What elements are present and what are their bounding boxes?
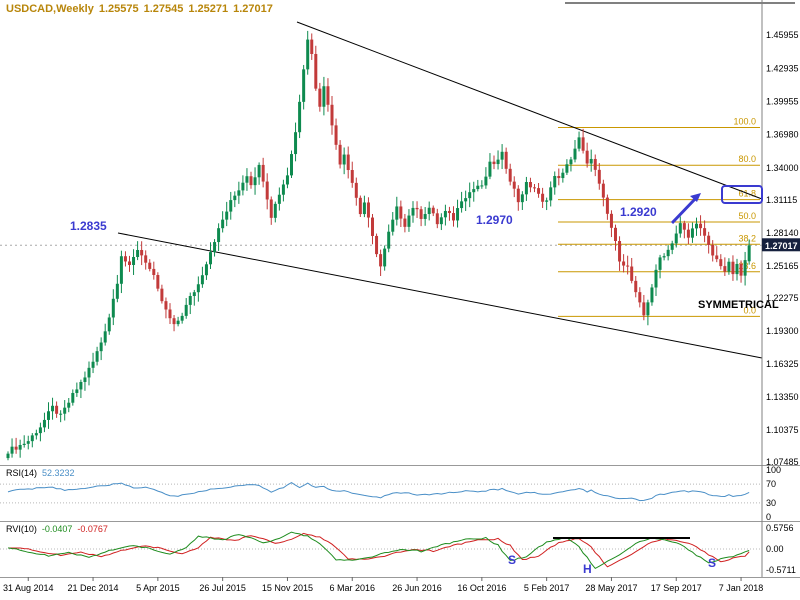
x-axis-label: 5 Apr 2015 [136, 583, 180, 593]
fib-level-label: 50.0 [738, 211, 756, 221]
rvi-axis-tick: -0.5711 [766, 565, 796, 575]
x-axis-label: 6 Mar 2016 [329, 583, 375, 593]
chart-header: USDCAD,Weekly 1.25575 1.27545 1.25271 1.2701… [6, 3, 278, 15]
fib-level-label: 80.0 [738, 154, 756, 164]
rvi-main-line [7, 531, 750, 570]
rsi-value: 52.3232 [42, 468, 75, 478]
rsi-axis-tick: 30 [766, 498, 776, 508]
y-axis-tick: 1.39955 [766, 97, 799, 107]
x-axis-label: 16 Oct 2016 [457, 583, 506, 593]
ohlc-open: 1.25575 [98, 3, 139, 15]
x-axis-label: 7 Jan 2018 [719, 583, 764, 593]
pattern-letter-h[interactable]: H [583, 562, 592, 576]
current-price-tag [762, 238, 800, 252]
rvi-signal-line [8, 532, 750, 568]
y-axis-tick: 1.19300 [766, 326, 799, 336]
ohlc-high: 1.27545 [143, 3, 184, 15]
trendline[interactable] [296, 21, 763, 200]
current-price-tag-text: 1.27017 [765, 241, 798, 251]
rvi-axis-tick: 0.00 [766, 544, 784, 554]
annotation-1.2970[interactable]: 1.2970 [476, 213, 513, 227]
fib-level-label: 38.2 [738, 233, 756, 243]
rsi-axis-tick: 70 [766, 479, 776, 489]
x-axis-label: 21 Dec 2014 [68, 583, 119, 593]
x-axis-label: 15 Nov 2015 [262, 583, 313, 593]
rvi-indicator-label: RVI(10) -0.0407 -0.0767 [6, 524, 113, 534]
y-axis-tick: 1.28140 [766, 228, 799, 238]
rsi-name: RSI(14) [6, 468, 38, 478]
fib-level-label: 0.0 [743, 305, 756, 315]
fib-level-label: 23.6 [738, 261, 756, 271]
x-axis-label: 26 Jul 2015 [199, 583, 246, 593]
candles [6, 30, 751, 461]
trendline[interactable] [117, 232, 763, 359]
pattern-letter-s[interactable]: S [708, 556, 716, 570]
rsi-axis-tick: 0 [766, 512, 771, 522]
y-axis-tick: 1.25165 [766, 261, 799, 271]
arrow-head-icon [690, 193, 701, 202]
rsi-line [7, 482, 750, 502]
annotation-1.2835[interactable]: 1.2835 [70, 219, 107, 233]
rsi-axis-tick: 100 [766, 465, 781, 475]
x-axis-label: 26 Jun 2016 [392, 583, 442, 593]
highlight-box-61-8[interactable] [721, 185, 763, 204]
rvi-value-main: -0.0407 [41, 524, 73, 534]
y-axis-tick: 1.42935 [766, 64, 799, 74]
annotation-1.2920[interactable]: 1.2920 [620, 205, 657, 219]
rvi-axis-tick: 0.5756 [766, 523, 794, 533]
symbol-period-label: USDCAD,Weekly [6, 3, 94, 15]
y-axis-tick: 1.13350 [766, 392, 799, 402]
x-axis-label: 31 Aug 2014 [3, 583, 54, 593]
arrow-annotation[interactable] [670, 196, 698, 225]
pattern-letter-s[interactable]: S [508, 553, 516, 567]
annotation-symmetrical[interactable]: SYMMETRICAL [698, 299, 779, 311]
x-axis-label: 28 May 2017 [585, 583, 637, 593]
x-axis-label: 17 Sep 2017 [651, 583, 702, 593]
ohlc-close: 1.27017 [233, 3, 273, 15]
rsi-indicator-label: RSI(14) 52.3232 [6, 468, 80, 478]
y-axis-tick: 1.22275 [766, 293, 799, 303]
rvi-name: RVI(10) [6, 524, 37, 534]
y-axis-tick: 1.10375 [766, 425, 799, 435]
y-axis-tick: 1.07485 [766, 457, 799, 467]
rvi-value-signal: -0.0767 [77, 524, 108, 534]
fib-level-label: 100.0 [733, 116, 756, 126]
y-axis-tick: 1.45955 [766, 30, 799, 40]
x-axis-label: 5 Feb 2017 [524, 583, 570, 593]
y-axis-tick: 1.34000 [766, 163, 799, 173]
ohlc-low: 1.25271 [188, 3, 229, 15]
y-axis-tick: 1.31115 [766, 195, 797, 205]
y-axis-tick: 1.36980 [766, 130, 799, 140]
y-axis-tick: 1.16325 [766, 359, 799, 369]
